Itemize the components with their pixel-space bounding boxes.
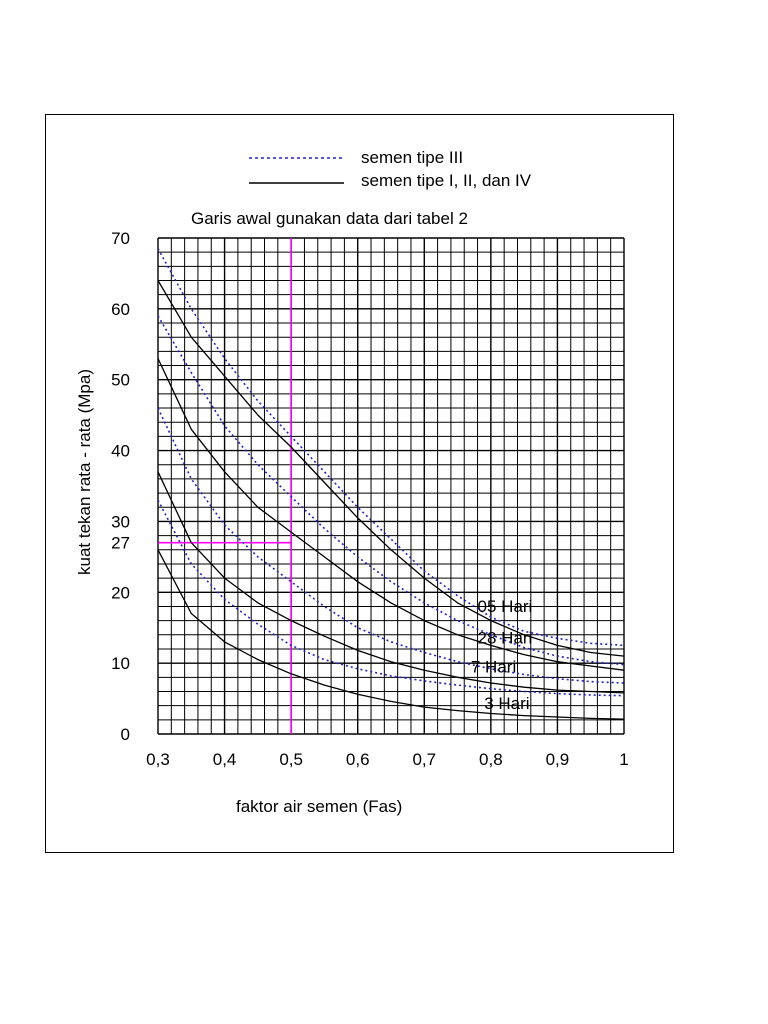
x-tick-label: 0,4 xyxy=(213,750,237,769)
series-line-tipe-iii-5 xyxy=(157,315,625,666)
curve-label: 05 Hari xyxy=(478,597,533,616)
x-tick-label: 0,8 xyxy=(479,750,503,769)
x-tick-label: 1 xyxy=(619,750,628,769)
series-line-tipe-iii-6 xyxy=(157,407,625,684)
series-line-tipe-i-ii-iv-0 xyxy=(157,280,625,657)
y-tick-label: 30 xyxy=(111,512,130,531)
series-line-tipe-iii-7 xyxy=(157,499,625,697)
x-tick-label: 0,9 xyxy=(546,750,570,769)
y-tick-label: 10 xyxy=(111,654,130,673)
y-tick-label: 50 xyxy=(111,371,130,390)
series-line-tipe-i-ii-iv-1 xyxy=(157,358,625,671)
series-lines xyxy=(157,248,625,720)
y-tick-label: 40 xyxy=(111,442,130,461)
y-tick-label: 70 xyxy=(111,229,130,248)
reference-lines xyxy=(158,238,292,734)
series-line-tipe-i-ii-iv-3 xyxy=(157,549,625,720)
curve-label: 7 Hari xyxy=(471,657,516,676)
curve-labels: 05 Hari 28 Hari 7 Hari 3 Hari xyxy=(471,597,532,713)
y-tick-label: 60 xyxy=(111,300,130,319)
curve-label: 3 Hari xyxy=(484,694,529,713)
legend: semen tipe III semen tipe I, II, dan IV xyxy=(249,148,532,190)
y-tick-label: 0 xyxy=(121,725,130,744)
chart-frame: 05 Hari 28 Hari 7 Hari 3 Hari 0,3 0,4 0,5 0,6 0… xyxy=(45,114,674,853)
y-axis-label: kuat tekan rata - rata (Mpa) xyxy=(75,369,94,575)
x-tick-label: 0,5 xyxy=(279,750,303,769)
x-tick-label: 0,6 xyxy=(346,750,370,769)
y-tick-label: 20 xyxy=(111,583,130,602)
x-tick-label: 0,7 xyxy=(412,750,436,769)
legend-label-tipe-i-ii-iv: semen tipe I, II, dan IV xyxy=(361,171,532,190)
y-tick-label: 27 xyxy=(111,534,130,553)
curve-label: 28 Hari xyxy=(478,628,533,647)
chart-title: Garis awal gunakan data dari tabel 2 xyxy=(191,209,468,228)
x-axis-label: faktor air semen (Fas) xyxy=(236,797,402,816)
series-line-tipe-i-ii-iv-2 xyxy=(157,471,625,694)
series-line-tipe-iii-4 xyxy=(157,248,625,647)
x-tick-label: 0,3 xyxy=(146,750,170,769)
legend-label-tipe-iii: semen tipe III xyxy=(361,148,463,167)
grid xyxy=(157,237,625,735)
chart-canvas: 05 Hari 28 Hari 7 Hari 3 Hari 0,3 0,4 0,5 0,6 0… xyxy=(75,148,629,816)
